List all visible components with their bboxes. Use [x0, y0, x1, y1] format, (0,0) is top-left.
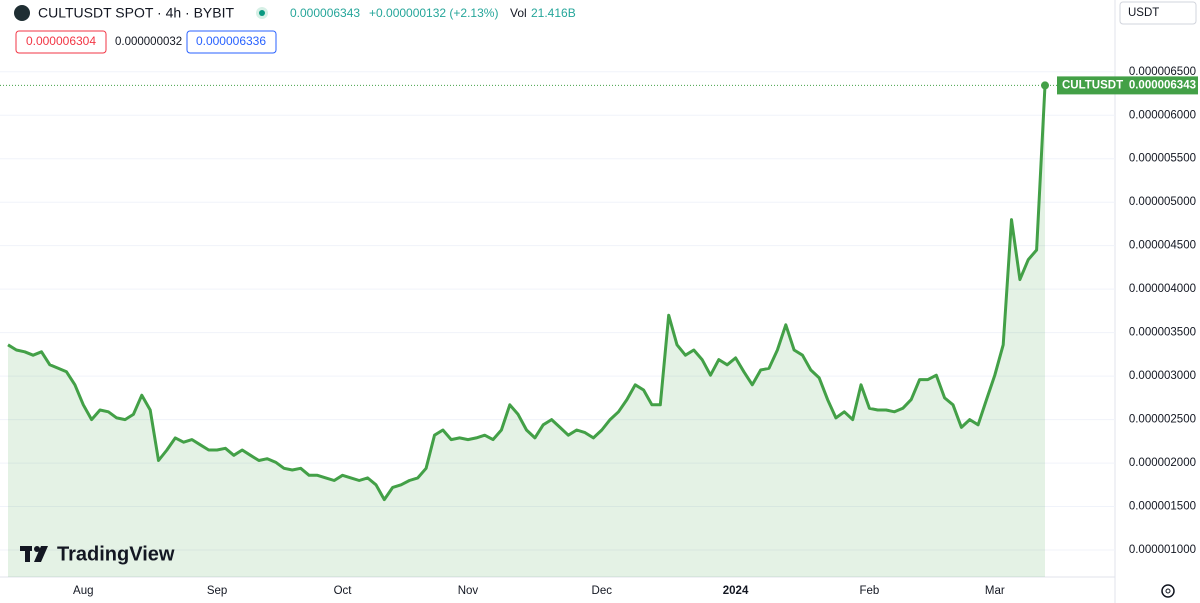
- x-tick-label: Mar: [985, 585, 1005, 597]
- y-tick-label: 0.000006500: [1129, 66, 1196, 78]
- last-point: [1041, 81, 1049, 90]
- ask-box[interactable]: [186, 30, 277, 54]
- status-dot: [259, 10, 265, 16]
- last-price: 0.000006343: [290, 6, 360, 20]
- ask[interactable]: 0.000006336: [196, 34, 266, 48]
- currency[interactable]: USDT: [1128, 7, 1159, 19]
- x-tick-label: Aug: [73, 585, 93, 597]
- price-tag-value: 0.000006343: [1129, 79, 1196, 91]
- y-tick-label: 0.000003500: [1129, 327, 1196, 339]
- spread: 0.000000032: [115, 36, 182, 48]
- y-tick-label: 0.000002500: [1129, 414, 1196, 426]
- logo-part: [34, 546, 40, 552]
- bid-box[interactable]: [15, 30, 107, 54]
- tv-logo: [20, 546, 48, 562]
- price-line: [7, 85, 1047, 502]
- watermark: TradingView: [57, 543, 175, 565]
- logo-part: [34, 546, 48, 562]
- y-tick-label: 0.000005500: [1129, 153, 1196, 165]
- y-tick-label: 0.000003000: [1129, 370, 1196, 382]
- area-fill: [8, 85, 1045, 578]
- y-tick-label: 0.000006000: [1129, 109, 1196, 121]
- settings-icon[interactable]: [1161, 584, 1175, 598]
- price-tag: [1057, 76, 1198, 95]
- x-tick-label: Feb: [859, 585, 879, 597]
- logo-part: [25, 546, 30, 562]
- x-tick-label: Dec: [592, 585, 613, 597]
- volume: 21.416B: [531, 6, 576, 20]
- x-tick-label: 2024: [723, 585, 749, 597]
- y-tick-label: 0.000004500: [1129, 240, 1196, 252]
- price-change: +0.000000132 (+2.13%): [369, 6, 498, 20]
- x-tick-label: Oct: [334, 585, 353, 597]
- y-tick-label: 0.000001000: [1129, 544, 1196, 556]
- volume-label: Vol: [510, 6, 527, 20]
- currency-box[interactable]: [1119, 1, 1197, 25]
- bid[interactable]: 0.000006304: [26, 34, 96, 48]
- y-tick-label: 0.000004000: [1129, 283, 1196, 295]
- y-tick-label: 0.000005000: [1129, 196, 1196, 208]
- settings-icon[interactable]: [1165, 588, 1171, 594]
- symbol-title: CULTUSDT SPOT · 4h · BYBIT: [38, 5, 234, 21]
- x-tick-label: Sep: [207, 585, 227, 597]
- y-tick-label: 0.000001500: [1129, 501, 1196, 513]
- price-tag-name: CULTUSDT: [1062, 79, 1123, 91]
- x-tick-label: Nov: [458, 585, 479, 597]
- y-tick-label: 0.000002000: [1129, 457, 1196, 469]
- symbol-logo: [14, 5, 30, 21]
